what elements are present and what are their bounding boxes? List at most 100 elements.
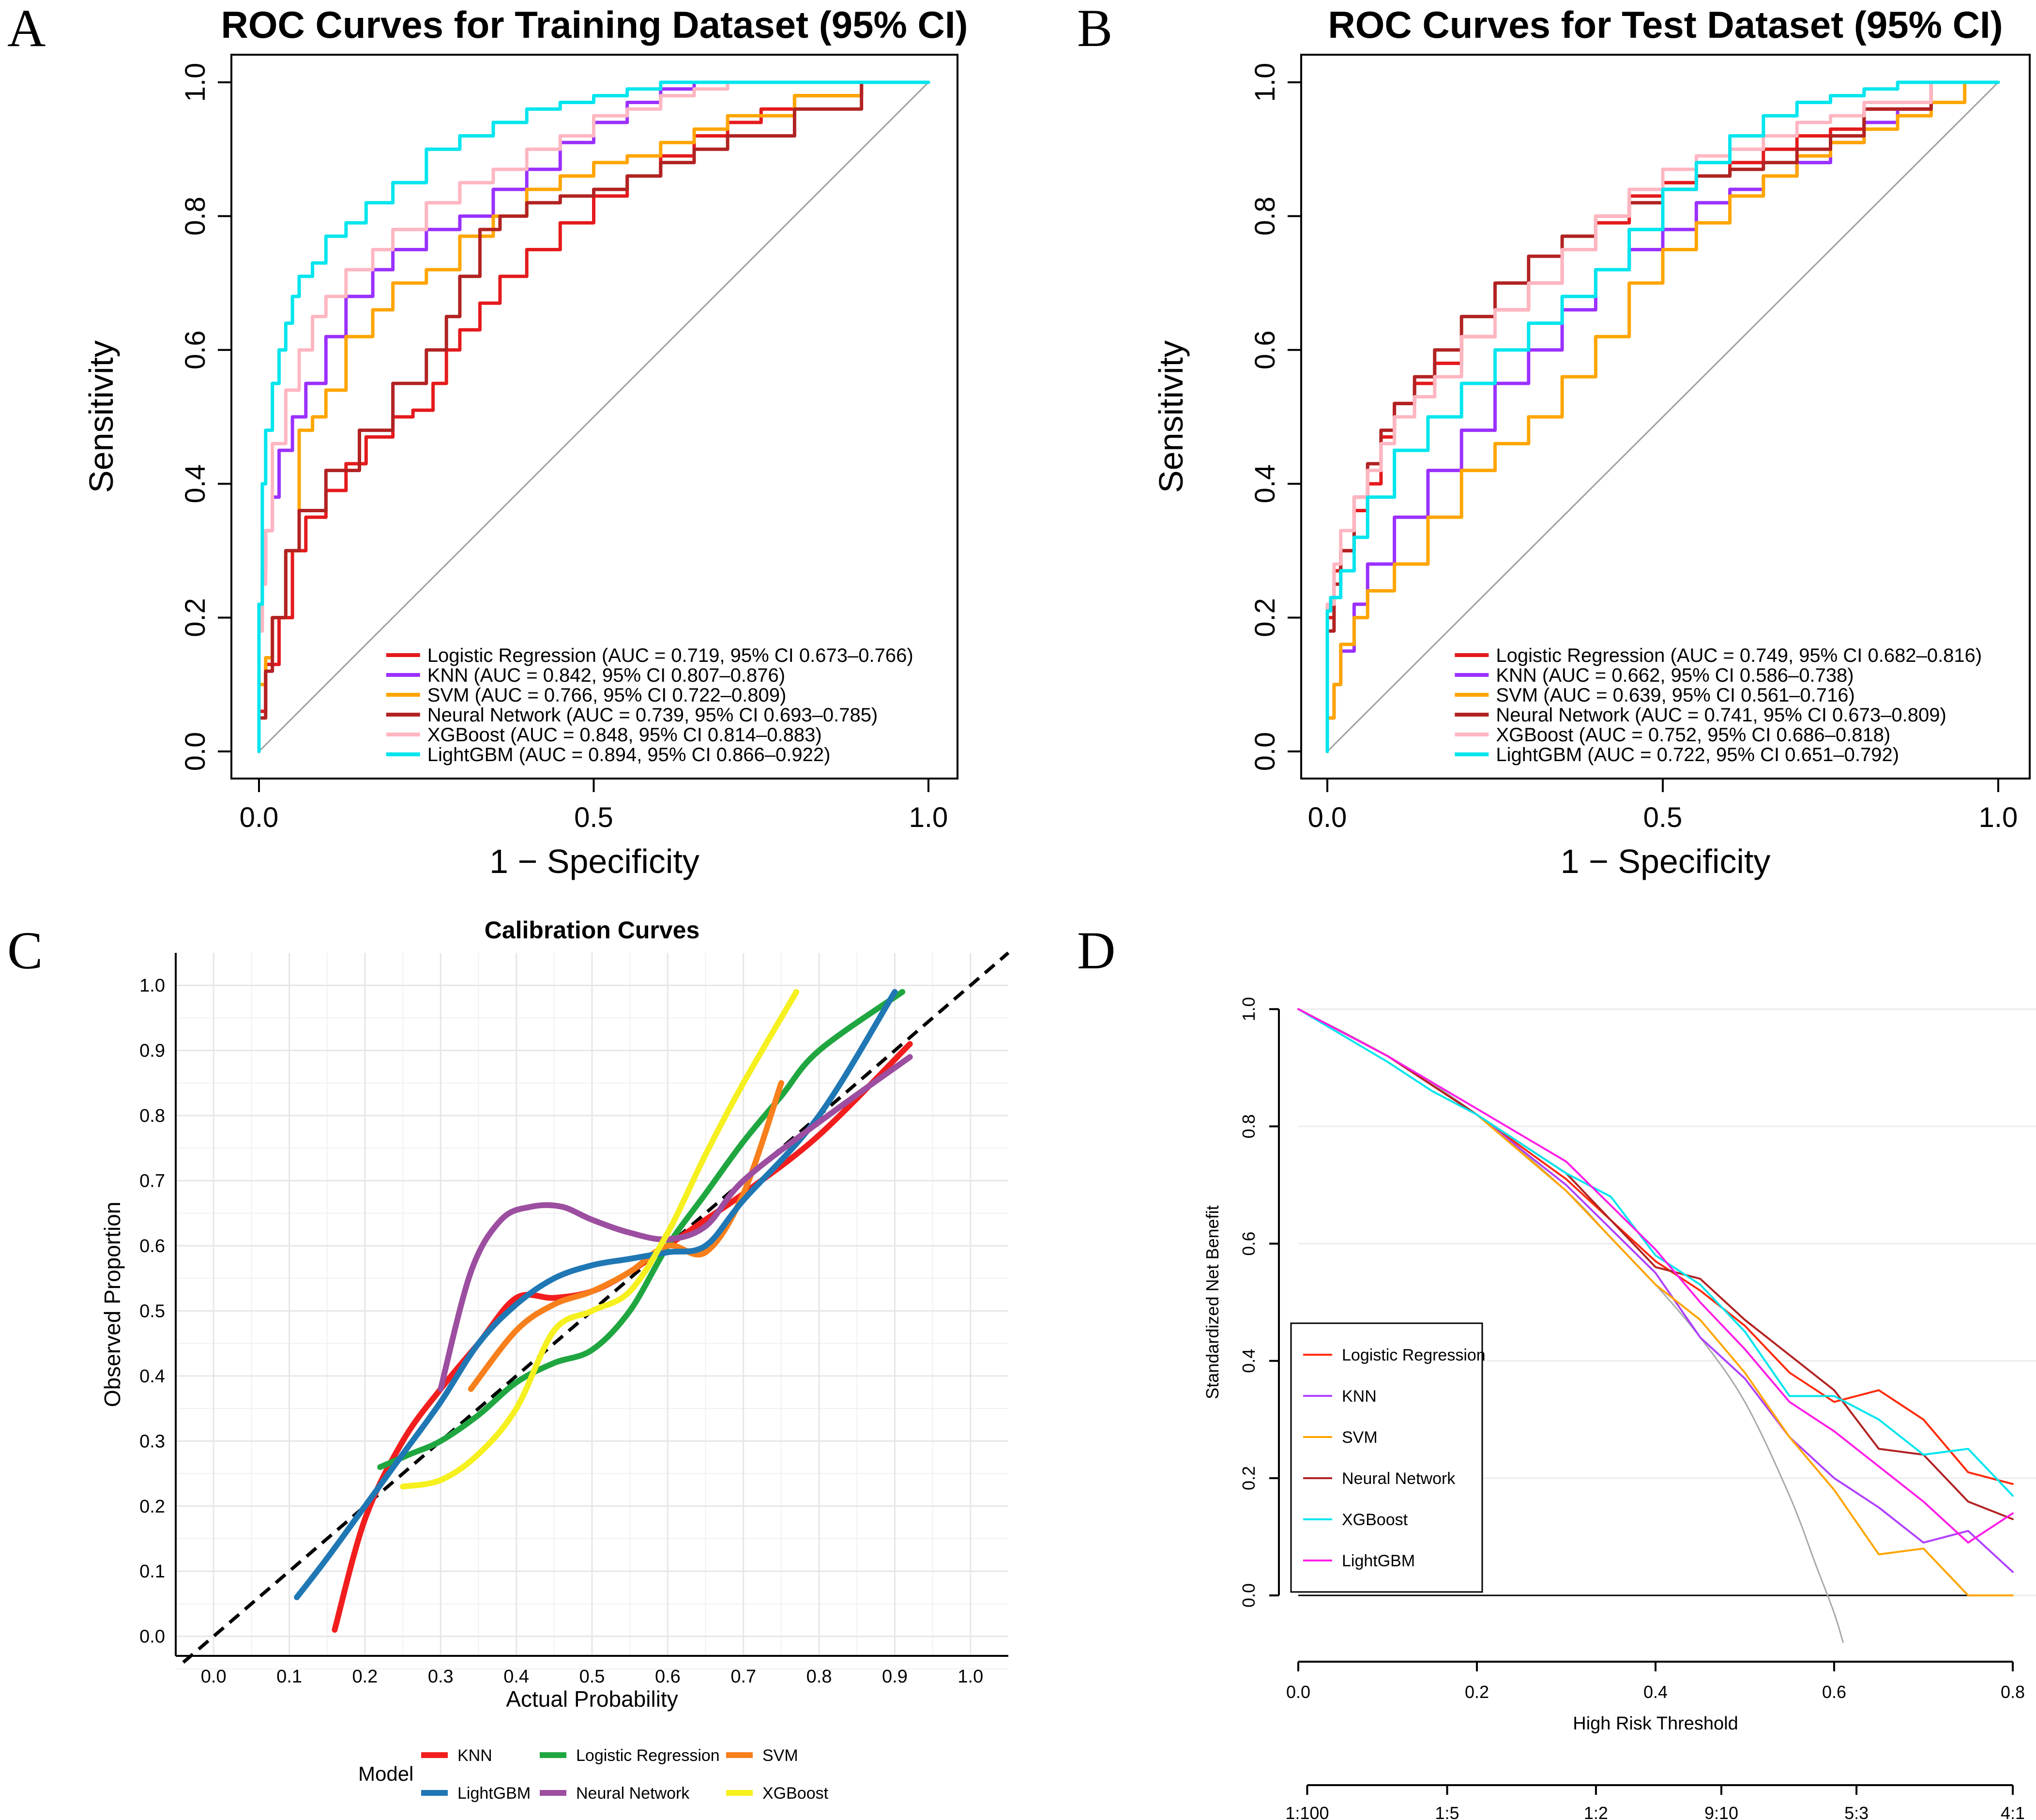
- y-tick-label: 0.4: [1239, 1349, 1259, 1373]
- panel-letter-b: B: [1077, 0, 1112, 58]
- panel-letter-a: A: [7, 0, 46, 58]
- calibration-panel: Calibration Curves 0.0 0.1 0.2 0.3 0.4 0.5 0.6 0…: [100, 917, 1010, 1803]
- y-tick-label: 0.0: [180, 732, 211, 771]
- legend-label: SVM: [1342, 1428, 1378, 1447]
- x2-tick-label: 1:5: [1435, 1803, 1459, 1820]
- legend-label: Logistic Regression (AUC = 0.719, 95% CI…: [427, 645, 913, 666]
- y-tick-label: 0.8: [139, 1106, 165, 1126]
- roc-curve-svm: [1325, 80, 2000, 753]
- chart-title: ROC Curves for Training Dataset (95% CI): [221, 3, 968, 46]
- legend-label: LightGBM (AUC = 0.722, 95% CI 0.651–0.79…: [1496, 744, 1899, 765]
- x-tick-label: 0.8: [2001, 1682, 2025, 1702]
- y-tick-label: 0.0: [1249, 732, 1281, 771]
- diagonal-reference-line: [258, 81, 929, 752]
- x-tick-label: 1.0: [1979, 802, 2018, 833]
- x-axis-label: High Risk Threshold: [1573, 1713, 1738, 1734]
- y-tick-label: 1.0: [180, 63, 211, 102]
- x-tick-label: 0.0: [1286, 1682, 1310, 1702]
- legend-label: XGBoost: [1342, 1511, 1408, 1529]
- y-tick-label: 0.4: [139, 1366, 165, 1387]
- x-tick-label: 1.0: [909, 802, 948, 833]
- x-axis-label: Actual Probability: [506, 1686, 678, 1712]
- legend-label: KNN: [457, 1746, 492, 1765]
- legend-label: Neural Network: [576, 1784, 690, 1803]
- y-tick-label: 0.5: [139, 1301, 165, 1321]
- legend-label: LightGBM: [457, 1784, 531, 1803]
- y-tick-label: 0.2: [1249, 598, 1281, 637]
- roc-curve-lightgbm: [1325, 80, 2000, 753]
- legend-label: LightGBM (AUC = 0.894, 95% CI 0.866–0.92…: [427, 744, 831, 765]
- y-tick-label: 0.6: [1249, 330, 1281, 369]
- legend-label: Logistic Regression (AUC = 0.749, 95% CI…: [1496, 645, 1982, 666]
- calibration-curve-knn: [332, 1041, 913, 1633]
- panel-letter-c: C: [7, 921, 43, 980]
- legend-label: XGBoost (AUC = 0.848, 95% CI 0.814–0.883…: [427, 724, 822, 746]
- legend-label: SVM: [762, 1746, 798, 1765]
- x-tick-label: 0.8: [806, 1667, 832, 1687]
- y-tick-label: 0.9: [139, 1041, 165, 1061]
- chart-title: Calibration Curves: [485, 917, 700, 944]
- y-tick-label: 0.3: [139, 1431, 165, 1452]
- roc-curve-xgboost: [257, 80, 930, 753]
- calibration-curve-lightgbm: [294, 989, 898, 1600]
- roc-curve-lightgbm: [257, 80, 930, 753]
- dca-panel: 0.0 0.2 0.4 0.6 0.8 0.0 0.2 0.4 0.6 0.8 1.0 High Ri…: [1202, 997, 2036, 1820]
- y-tick-label: 0.6: [1239, 1232, 1259, 1256]
- chart-title: ROC Curves for Test Dataset (95% CI): [1328, 3, 2003, 46]
- legend-label: KNN: [1342, 1387, 1377, 1406]
- legend-box: [1290, 1322, 1483, 1593]
- x-tick-label: 0.1: [276, 1667, 302, 1687]
- y-tick-label: 0.2: [1239, 1466, 1259, 1490]
- y-tick-label: 1.0: [1239, 997, 1259, 1021]
- y-axis-label: Sensitivity: [1152, 340, 1190, 493]
- y-tick-label: 0.0: [139, 1627, 165, 1647]
- legend-label: XGBoost (AUC = 0.752, 95% CI 0.686–0.818…: [1496, 724, 1890, 746]
- calibration-curve-xgboost: [400, 989, 800, 1490]
- legend-label: XGBoost: [762, 1784, 829, 1803]
- x-tick-label: 0.0: [1308, 802, 1347, 833]
- x-tick-label: 0.5: [579, 1667, 605, 1687]
- legend-label: SVM (AUC = 0.766, 95% CI 0.722–0.809): [427, 685, 787, 706]
- dca-curve-xgboost: [1297, 1008, 2014, 1497]
- calibration-curve-logistic-regression: [377, 989, 906, 1470]
- legend-label: Neural Network (AUC = 0.741, 95% CI 0.67…: [1496, 704, 1946, 726]
- y-tick-label: 0.4: [180, 464, 211, 504]
- calibration-curve-svm: [468, 1080, 784, 1392]
- roc-curve-xgboost: [1325, 80, 2000, 753]
- y-axis-label: Observed Proportion: [100, 1202, 125, 1407]
- y-tick-label: 0.2: [180, 598, 211, 637]
- legend-label: Logistic Regression: [576, 1746, 720, 1765]
- plot-frame: [1300, 54, 2031, 780]
- roc-curve-neural-network: [257, 80, 930, 753]
- x-tick-label: 0.6: [655, 1667, 681, 1687]
- dca-curve-lightgbm: [1297, 1008, 2014, 1544]
- x-tick-label: 0.9: [882, 1667, 908, 1687]
- legend-label: Logistic Regression: [1342, 1346, 1486, 1364]
- x-tick-label: 0.5: [574, 802, 613, 833]
- x-tick-label: 0.4: [1643, 1682, 1668, 1702]
- x-tick-label: 0.2: [352, 1667, 378, 1687]
- x-tick-label: 0.0: [240, 802, 279, 833]
- y-axis-label: Sensitivity: [82, 340, 120, 493]
- x2-tick-label: 1:2: [1584, 1803, 1608, 1820]
- roc-test-panel: ROC Curves for Test Dataset (95% CI) 0.0 0…: [1152, 3, 2031, 880]
- y-tick-label: 0.4: [1249, 464, 1281, 504]
- y-tick-label: 0.0: [1239, 1583, 1259, 1607]
- y-tick-label: 0.7: [139, 1171, 165, 1192]
- legend-label: KNN (AUC = 0.662, 95% CI 0.586–0.738): [1496, 665, 1854, 686]
- roc-curve-logistic-regression: [257, 80, 930, 753]
- x2-tick-label: 9:10: [1704, 1803, 1738, 1820]
- dca-curve-svm: [1297, 1008, 2014, 1597]
- y-axis-label: Standardized Net Benefit: [1202, 1206, 1222, 1399]
- roc-train-panel: ROC Curves for Training Dataset (95% CI)…: [82, 3, 968, 880]
- legend-label: Neural Network: [1342, 1469, 1456, 1488]
- y-tick-label: 1.0: [1249, 63, 1281, 102]
- y-tick-label: 0.2: [139, 1497, 165, 1517]
- legend-label: LightGBM: [1342, 1552, 1415, 1570]
- y-tick-label: 0.8: [1249, 197, 1281, 236]
- x-tick-label: 0.3: [428, 1667, 454, 1687]
- legend-title: Model: [358, 1762, 413, 1785]
- x-axis-label: 1 − Specificity: [489, 842, 699, 880]
- y-tick-label: 0.8: [180, 197, 211, 236]
